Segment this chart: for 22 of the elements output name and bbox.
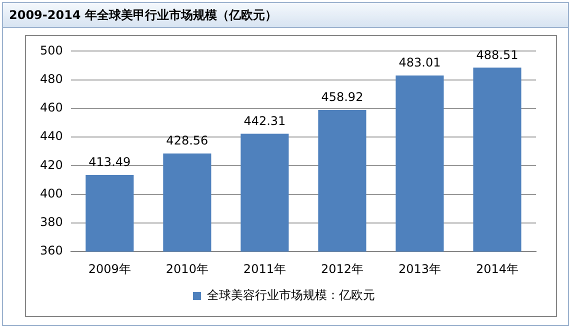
legend-label: 全球美容行业市场规模：亿欧元 [207,288,375,302]
y-tick-label: 440 [40,129,63,144]
x-tick-label: 2013年 [398,262,441,276]
y-tick-label: 400 [40,186,63,200]
y-tick-label: 360 [40,244,63,258]
x-tick-label: 2012年 [320,262,364,276]
y-tick-label: 460 [40,100,63,115]
x-tick-label: 2009年 [88,262,131,276]
x-tick-label: 2010年 [166,262,208,276]
data-label: 413.49 [88,155,131,170]
data-label: 442.31 [244,114,286,128]
chart-title: 2009-2014 年全球美甲行业市场规模（亿欧元） [3,3,568,28]
data-label: 483.01 [398,56,441,70]
data-label: 458.92 [321,90,364,104]
y-tick-label: 380 [40,215,63,230]
data-label: 428.56 [166,134,208,148]
y-tick-label: 420 [40,158,63,172]
x-tick-label: 2014年 [476,262,519,276]
y-tick-label: 500 [40,43,63,58]
y-tick-label: 480 [40,72,63,86]
data-label: 488.51 [476,48,518,62]
x-tick-label: 2011年 [243,262,286,276]
